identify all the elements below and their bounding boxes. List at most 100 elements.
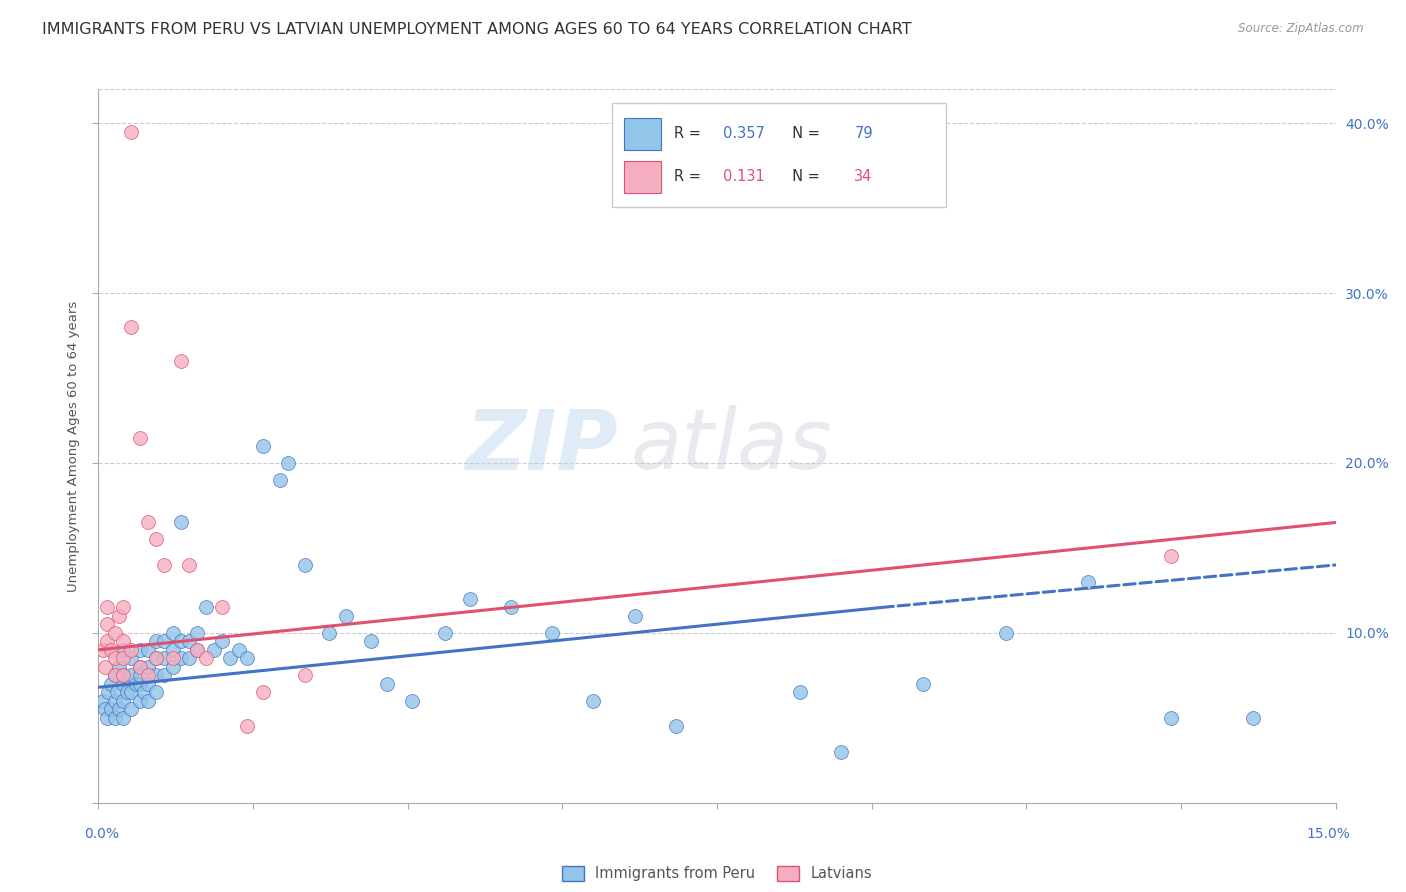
Point <box>789 685 811 699</box>
Point <box>91 643 114 657</box>
Point <box>128 677 150 691</box>
Point <box>128 694 150 708</box>
Point <box>277 456 299 470</box>
Text: 0.0%: 0.0% <box>84 827 118 841</box>
Point <box>994 626 1017 640</box>
Point <box>294 668 316 682</box>
Text: Source: ZipAtlas.com: Source: ZipAtlas.com <box>1239 22 1364 36</box>
Point <box>96 634 118 648</box>
FancyBboxPatch shape <box>612 103 946 207</box>
Point <box>145 651 167 665</box>
Point <box>136 643 159 657</box>
Legend: Immigrants from Peru, Latvians: Immigrants from Peru, Latvians <box>554 858 880 888</box>
Point <box>318 626 340 640</box>
Point <box>375 677 398 691</box>
Point <box>96 617 118 632</box>
Point <box>108 660 131 674</box>
Text: 34: 34 <box>855 169 873 184</box>
Point <box>120 125 142 139</box>
Point <box>104 651 127 665</box>
Point <box>202 643 225 657</box>
Text: ZIP: ZIP <box>465 406 619 486</box>
Text: N =: N = <box>783 126 824 141</box>
Point <box>162 651 184 665</box>
Point <box>136 660 159 674</box>
Point <box>170 634 193 648</box>
Point <box>112 668 135 682</box>
Point <box>541 626 564 640</box>
Point <box>186 643 208 657</box>
Point <box>153 558 176 572</box>
Text: R =: R = <box>673 126 706 141</box>
Point <box>186 643 208 657</box>
Point <box>136 516 159 530</box>
Point <box>665 719 688 733</box>
Point <box>136 668 159 682</box>
Point <box>912 677 935 691</box>
Point <box>128 643 150 657</box>
Point <box>117 685 139 699</box>
Point <box>105 685 128 699</box>
Point <box>1077 574 1099 589</box>
Text: 15.0%: 15.0% <box>1306 827 1351 841</box>
Point <box>108 608 131 623</box>
Point <box>294 558 316 572</box>
Text: 0.357: 0.357 <box>723 126 765 141</box>
Point <box>104 668 127 682</box>
Point <box>128 660 150 674</box>
Point <box>112 651 135 665</box>
Point <box>179 634 201 648</box>
Text: atlas: atlas <box>630 406 832 486</box>
Point <box>194 651 217 665</box>
Text: N =: N = <box>783 169 824 184</box>
Text: 0.131: 0.131 <box>723 169 765 184</box>
FancyBboxPatch shape <box>624 161 661 193</box>
Point <box>145 533 167 547</box>
Point <box>170 516 193 530</box>
Point <box>145 634 167 648</box>
Point <box>1160 711 1182 725</box>
Point <box>104 626 127 640</box>
Point <box>458 591 481 606</box>
Point <box>153 651 176 665</box>
Point <box>112 694 135 708</box>
Point <box>145 651 167 665</box>
Point <box>401 694 423 708</box>
Point <box>97 685 120 699</box>
Point <box>170 651 193 665</box>
Point <box>136 694 159 708</box>
Point <box>120 320 142 334</box>
FancyBboxPatch shape <box>624 118 661 150</box>
Point <box>128 668 150 682</box>
Point <box>179 651 201 665</box>
Point <box>100 643 122 657</box>
Point <box>120 668 142 682</box>
Text: R =: R = <box>673 169 710 184</box>
Point <box>128 660 150 674</box>
Text: IMMIGRANTS FROM PERU VS LATVIAN UNEMPLOYMENT AMONG AGES 60 TO 64 YEARS CORRELATI: IMMIGRANTS FROM PERU VS LATVIAN UNEMPLOY… <box>42 22 912 37</box>
Point <box>153 668 176 682</box>
Point <box>360 634 382 648</box>
Point <box>236 651 259 665</box>
Point <box>1160 549 1182 564</box>
Point <box>100 677 122 691</box>
Point <box>582 694 605 708</box>
Point <box>162 643 184 657</box>
Point <box>145 685 167 699</box>
Point <box>335 608 357 623</box>
Point <box>186 626 208 640</box>
Point <box>1241 711 1264 725</box>
Point <box>136 677 159 691</box>
Point <box>96 600 118 615</box>
Point <box>211 634 233 648</box>
Point <box>128 430 150 444</box>
Point <box>194 600 217 615</box>
Text: 79: 79 <box>855 126 873 141</box>
Point <box>433 626 456 640</box>
Point <box>112 711 135 725</box>
Point <box>120 685 142 699</box>
Point <box>100 702 122 716</box>
Point <box>94 660 117 674</box>
Point <box>112 634 135 648</box>
Point <box>269 473 291 487</box>
